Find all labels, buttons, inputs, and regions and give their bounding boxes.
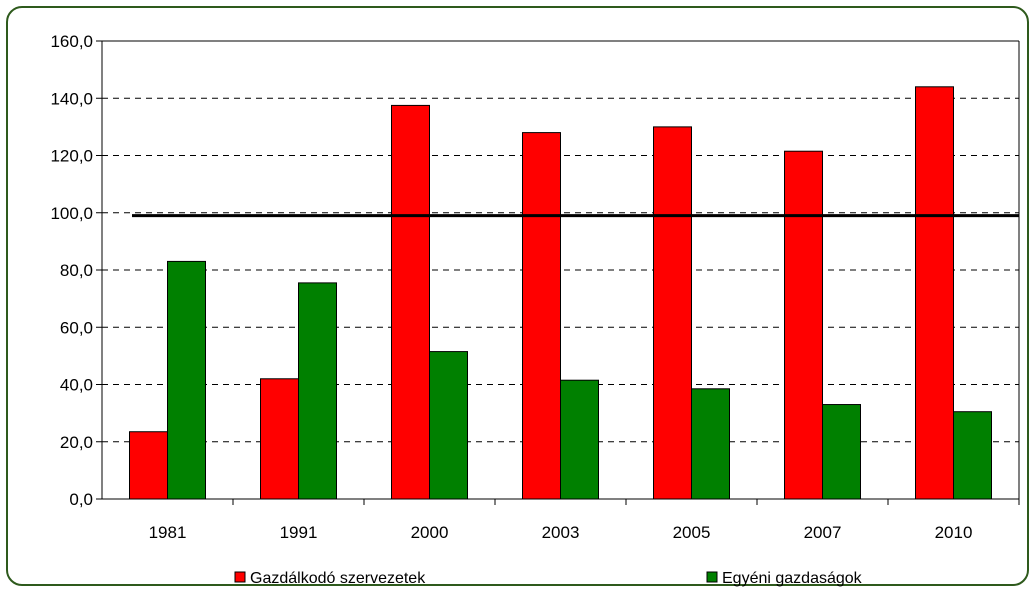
legend: Gazdálkodó szervezetek Egyéni gazdaságok: [234, 570, 863, 587]
x-tick-label: 2007: [804, 523, 842, 542]
bar: [691, 388, 730, 500]
x-tick-label: 2003: [542, 523, 580, 542]
bar: [429, 351, 468, 500]
y-tick-label: 100,0: [50, 204, 93, 223]
bar: [298, 282, 337, 500]
y-tick-label: 160,0: [50, 32, 93, 51]
legend-label: Egyéni gazdaságok: [722, 570, 863, 587]
bar: [784, 150, 823, 500]
bar: [915, 86, 954, 500]
y-tick-label: 120,0: [50, 147, 93, 166]
legend-swatch: [234, 571, 246, 583]
bar: [522, 132, 561, 500]
bars: [129, 86, 992, 500]
y-tick-labels: 0,0 20,0 40,0 60,0 80,0 100,0 120,0 140,0 160,0: [50, 32, 93, 509]
bar: [260, 378, 299, 500]
x-tick-labels: 1981 1991 2000 2003 2005 2007 2010: [149, 523, 973, 542]
bar: [822, 404, 861, 500]
x-tick-label: 2005: [673, 523, 711, 542]
x-tick-label: 1991: [280, 523, 318, 542]
bar: [953, 411, 992, 500]
bar: [129, 431, 168, 500]
y-tick-label: 40,0: [60, 376, 93, 395]
y-tick-label: 0,0: [69, 490, 93, 509]
bar: [560, 379, 599, 500]
x-tick-label: 2010: [935, 523, 973, 542]
bar: [653, 126, 692, 500]
axes: [96, 40, 1020, 505]
gridlines: [102, 97, 1019, 443]
bar: [391, 104, 430, 500]
legend-label: Gazdálkodó szervezetek: [250, 570, 426, 587]
y-tick-label: 20,0: [60, 433, 93, 452]
legend-swatch: [706, 571, 718, 583]
x-tick-label: 2000: [411, 523, 449, 542]
bar: [167, 260, 206, 500]
y-tick-label: 80,0: [60, 261, 93, 280]
y-tick-label: 140,0: [50, 89, 93, 108]
y-tick-label: 60,0: [60, 318, 93, 337]
x-tick-label: 1981: [149, 523, 187, 542]
